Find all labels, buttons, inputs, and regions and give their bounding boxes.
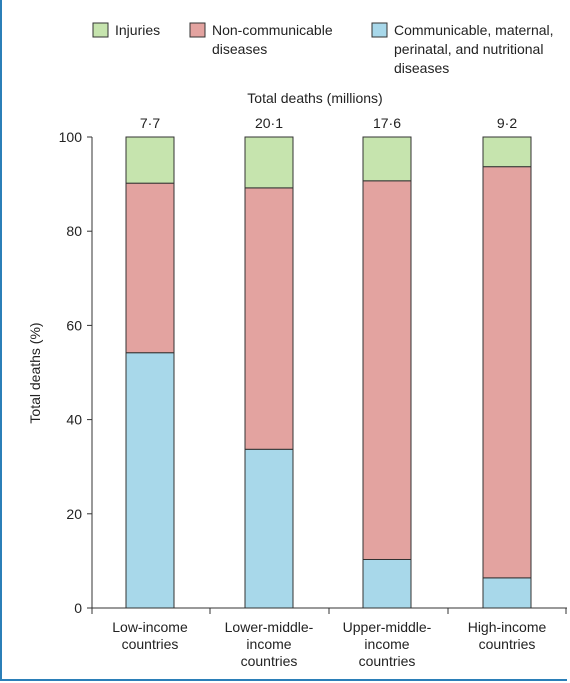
y-axis: 0 20 40 60 80 100 xyxy=(59,129,93,616)
legend-label: perinatal, and nutritional xyxy=(394,41,543,57)
bar-segment xyxy=(244,187,294,450)
bar-stack xyxy=(244,136,294,609)
y-tick-label: 0 xyxy=(74,600,82,616)
total-value: 7·7 xyxy=(140,115,160,131)
total-value: 9·2 xyxy=(497,115,517,131)
legend-label: Injuries xyxy=(115,22,160,38)
y-tick-label: 100 xyxy=(59,129,83,145)
x-tick-label: Upper-middle-income countries xyxy=(343,619,432,669)
totals-title: Total deaths (millions) xyxy=(247,90,382,106)
bar-segment xyxy=(244,136,294,189)
total-value: 17·6 xyxy=(373,115,401,131)
legend-item-non-communicable: Non-communicable diseases xyxy=(189,22,333,57)
legend-swatch xyxy=(189,22,206,38)
bar-segment xyxy=(125,136,175,184)
total-value: 20·1 xyxy=(255,115,283,131)
bar-segment xyxy=(125,352,175,609)
bar-stack xyxy=(362,136,412,609)
legend-label: diseases xyxy=(212,41,267,57)
legend-label: diseases xyxy=(394,60,449,76)
bar-segment xyxy=(362,558,412,609)
y-tick-label: 60 xyxy=(66,317,82,333)
bar-segment xyxy=(362,136,412,182)
bar-segment xyxy=(362,180,412,560)
legend: Injuries Non-communicablediseasesCommunic… xyxy=(92,22,554,76)
totals-row: 7·7 20·1 17·6 9·2 xyxy=(140,115,517,131)
y-axis-label: Total deaths (%) xyxy=(27,322,43,423)
legend-swatch xyxy=(92,22,109,38)
x-tick-label: Low-income countries xyxy=(112,619,188,652)
bar-segment xyxy=(482,136,532,168)
bar-stack xyxy=(125,136,175,609)
y-tick-label: 80 xyxy=(66,223,82,239)
legend-item-communicable-maternal: Communicable, maternal, perinatal, and nu… xyxy=(371,22,554,76)
bar-segment xyxy=(244,448,294,609)
x-tick-label: High-income countries xyxy=(468,619,547,652)
legend-swatch xyxy=(371,22,388,38)
bar-segment xyxy=(482,166,532,579)
y-tick-label: 20 xyxy=(66,506,82,522)
y-tick-label: 40 xyxy=(66,412,82,428)
bar-stack xyxy=(482,136,532,609)
legend-label: Communicable, maternal, xyxy=(394,22,554,38)
bar-segment xyxy=(125,182,175,354)
bar-segment xyxy=(482,577,532,609)
bars xyxy=(125,136,532,609)
legend-label: Non-communicable xyxy=(212,22,333,38)
x-tick-label: Lower-middle-income countries xyxy=(225,619,314,669)
legend-item-injuries: Injuries xyxy=(92,22,160,38)
x-axis: Low-income countries Lower-middle-income co… xyxy=(91,607,567,669)
